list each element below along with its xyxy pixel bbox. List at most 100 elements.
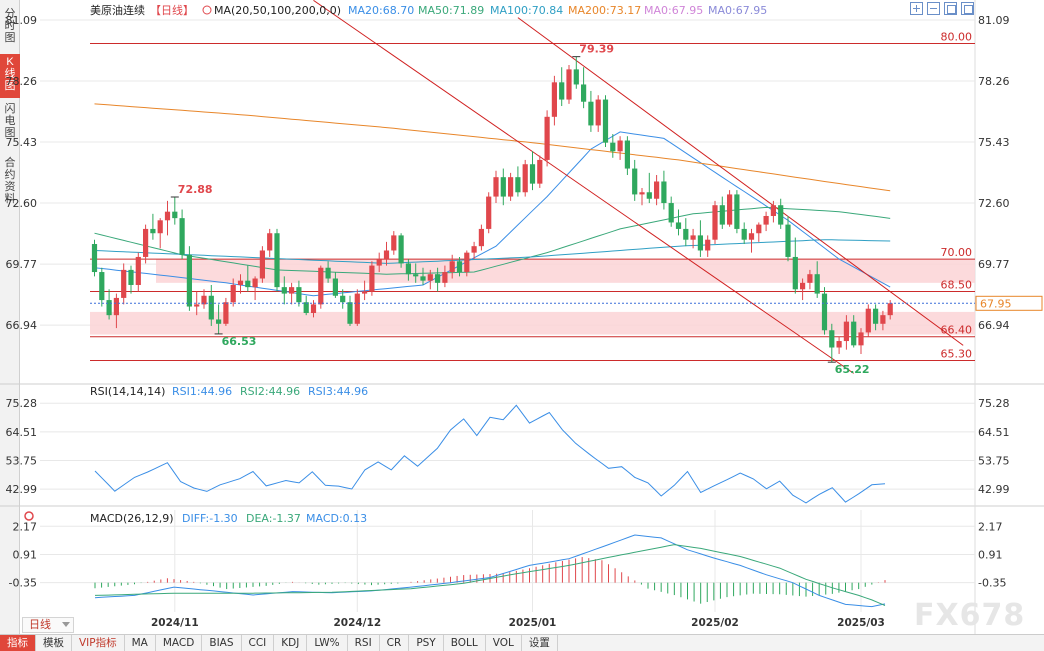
- ma-value: MA0:67.95: [708, 4, 767, 17]
- y-tick-label-right: 42.99: [978, 483, 1010, 496]
- candle: [405, 263, 411, 275]
- indicator-tab-9[interactable]: RSI: [348, 635, 380, 651]
- indicator-tab-12[interactable]: BOLL: [444, 635, 486, 651]
- candle: [529, 164, 536, 184]
- candle: [478, 228, 484, 247]
- candle: [712, 205, 718, 240]
- candle: [208, 295, 214, 320]
- candle: [252, 278, 258, 288]
- zoom-in-icon[interactable]: [910, 2, 923, 15]
- ma-line-ma20: [94, 131, 891, 297]
- peak-label: 72.88: [178, 183, 213, 196]
- y-tick-label-left: 66.94: [6, 319, 38, 332]
- x-tick-label: 2024/12: [333, 617, 381, 629]
- macd-line-diff: [94, 534, 886, 608]
- candle: [237, 280, 244, 285]
- candle: [887, 303, 893, 316]
- candle: [778, 205, 784, 225]
- kline-chart[interactable]: 81.09 81.09 78.26 78.26 75.43 75.43 72.60 72.60…: [0, 0, 1044, 634]
- ma-line-ma100: [94, 239, 891, 264]
- y-tick-label-right: 64.51: [978, 426, 1010, 439]
- candle: [471, 246, 477, 253]
- indicator-tab-2[interactable]: VIP指标: [72, 635, 125, 651]
- y-tick-label-right: 81.09: [978, 14, 1010, 27]
- ma-value: MA0:67.95: [644, 4, 703, 17]
- candle: [522, 164, 528, 193]
- candle: [318, 267, 324, 305]
- candle: [347, 302, 353, 324]
- side-tab-3[interactable]: 合约资料: [4, 157, 16, 205]
- indicator-tab-13[interactable]: VOL: [486, 635, 522, 651]
- candle: [398, 235, 404, 264]
- candle: [719, 205, 725, 225]
- candle: [544, 116, 550, 160]
- candle: [559, 82, 565, 100]
- indicator-tab-3[interactable]: MA: [125, 635, 156, 651]
- candle: [362, 291, 368, 294]
- candle: [741, 228, 747, 240]
- last-price-label: 67.95: [980, 297, 1012, 310]
- candle: [369, 265, 375, 292]
- settings-gear-icon: [24, 511, 34, 521]
- candle: [289, 287, 295, 294]
- candle: [259, 250, 265, 279]
- indicator-tab-0[interactable]: 指标: [0, 635, 36, 651]
- y-tick-label-right: 0.91: [978, 548, 1003, 561]
- indicator-tab-14[interactable]: 设置: [522, 635, 558, 651]
- candle: [566, 69, 572, 100]
- fullscreen-icon[interactable]: [944, 2, 957, 15]
- ma-value: MA20:68.70: [348, 4, 414, 17]
- indicator-tab-1[interactable]: 模板: [36, 635, 72, 651]
- candle: [135, 256, 141, 285]
- rsi-params: RSI(14,14,14): [90, 385, 165, 398]
- x-tick-label: 2025/02: [691, 617, 739, 629]
- candle: [143, 228, 149, 257]
- candle: [515, 177, 521, 193]
- candle: [588, 101, 594, 126]
- maximize-icon[interactable]: [961, 2, 974, 15]
- candle: [734, 194, 740, 229]
- indicator-tab-8[interactable]: LW%: [307, 635, 348, 651]
- chart-symbol: 美原油连续: [90, 3, 145, 17]
- macd-line-dea: [94, 544, 886, 606]
- candle: [456, 261, 463, 273]
- candle: [785, 224, 791, 257]
- candle: [383, 250, 390, 260]
- indicator-tab-4[interactable]: MACD: [156, 635, 203, 651]
- candle: [756, 224, 762, 234]
- indicator-tab-7[interactable]: KDJ: [274, 635, 308, 651]
- candle: [449, 261, 455, 273]
- candle: [325, 267, 331, 279]
- candle: [296, 287, 302, 303]
- indicator-tab-10[interactable]: CR: [380, 635, 410, 651]
- candle: [821, 293, 828, 331]
- period-select[interactable]: 日线: [22, 617, 74, 633]
- candle: [128, 269, 134, 285]
- y-tick-label-right: 78.26: [978, 75, 1010, 88]
- candle: [274, 233, 280, 288]
- indicator-tab-6[interactable]: CCI: [242, 635, 275, 651]
- side-tab-0[interactable]: 分时图: [4, 8, 16, 44]
- toolbar-icons: [910, 2, 974, 15]
- candle: [413, 274, 419, 277]
- candle: [690, 235, 696, 240]
- candle: [668, 203, 674, 223]
- y-tick-label-left: 2.17: [13, 520, 38, 533]
- candle: [157, 220, 163, 234]
- candle: [639, 192, 645, 195]
- candle: [595, 99, 601, 126]
- y-tick-label-right: 72.60: [978, 197, 1010, 210]
- macd-value: MACD:0.13: [306, 512, 367, 525]
- indicator-tab-5[interactable]: BIAS: [202, 635, 242, 651]
- zoom-out-icon[interactable]: [927, 2, 940, 15]
- indicator-tab-11[interactable]: PSY: [409, 635, 444, 651]
- y-tick-label-left: 81.09: [6, 14, 38, 27]
- candle: [763, 215, 769, 225]
- side-tab-2[interactable]: 闪电图: [4, 103, 16, 139]
- x-tick-label: 2025/03: [837, 617, 885, 629]
- candle: [113, 297, 119, 316]
- candle: [617, 140, 623, 152]
- candle: [632, 168, 638, 195]
- indicator-tab-bar: 指标 模板 VIP指标 MA MACD BIAS CCI KDJ LW% RSI CR PSY BOLL…: [0, 634, 1044, 651]
